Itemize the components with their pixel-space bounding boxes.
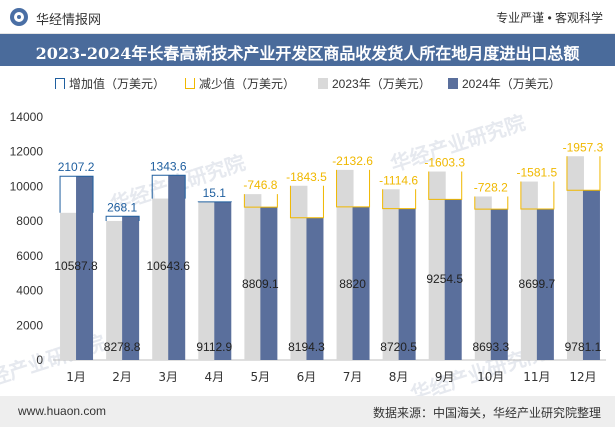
legend-label-decrease: 减少值（万美元） xyxy=(199,77,296,91)
legend-swatch-decrease xyxy=(185,78,195,89)
bar-2024 xyxy=(214,201,232,360)
bar-2023 xyxy=(152,198,170,360)
y-tick-label: 4000 xyxy=(16,284,43,298)
value-label-2024: 10643.6 xyxy=(147,259,191,273)
x-tick-label: 11月 xyxy=(523,370,550,384)
value-label-2024: 9781.1 xyxy=(565,340,602,354)
top-bar: 华经情报网 专业严谨 • 客观科学 xyxy=(0,0,615,34)
bar-2023 xyxy=(336,169,354,360)
bar-2023 xyxy=(60,212,78,360)
value-label-2024: 8720.5 xyxy=(380,340,417,354)
bar-2024 xyxy=(582,190,600,360)
x-tick-label: 7月 xyxy=(343,370,363,384)
bar-2023 xyxy=(244,194,262,360)
bar-2024 xyxy=(168,175,186,360)
change-label: -1603.3 xyxy=(424,156,465,170)
value-label-2024: 9112.9 xyxy=(196,340,232,354)
change-label: 2107.2 xyxy=(58,160,95,174)
x-tick-label: 5月 xyxy=(251,370,271,384)
bar-2024 xyxy=(260,207,278,360)
site-name: 华经情报网 xyxy=(36,12,102,27)
bar-2023 xyxy=(106,220,124,360)
chart-title: 2023-2024年长春高新技术产业开发区商品收发货人所在地月度进出口总额 xyxy=(35,44,580,63)
change-label: 268.1 xyxy=(107,200,137,214)
bar-2024 xyxy=(122,216,140,360)
bar-2024 xyxy=(352,206,370,360)
x-tick-label: 8月 xyxy=(389,370,409,384)
x-tick-label: 1月 xyxy=(66,370,86,384)
x-tick-label: 2月 xyxy=(112,370,132,384)
bar-2024 xyxy=(76,176,94,360)
x-tick-label: 10月 xyxy=(477,370,504,384)
y-tick-label: 10000 xyxy=(10,179,44,193)
y-tick-label: 12000 xyxy=(10,145,44,159)
y-tick-label: 14000 xyxy=(10,110,44,124)
bar-2023 xyxy=(428,171,446,360)
x-tick-label: 4月 xyxy=(204,370,224,384)
value-label-2024: 8194.3 xyxy=(288,340,325,354)
bar-2023 xyxy=(382,189,400,360)
change-label: -1957.3 xyxy=(563,140,604,154)
website-url[interactable]: www.huaon.com xyxy=(18,404,107,418)
x-tick-label: 12月 xyxy=(569,370,596,384)
x-tick-label: 3月 xyxy=(158,370,178,384)
value-label-2024: 8820 xyxy=(339,277,366,291)
decrease-marker xyxy=(428,171,463,200)
legend-label-2024: 2024年（万美元） xyxy=(462,77,561,91)
bar-2024 xyxy=(398,208,416,360)
decrease-marker xyxy=(289,185,324,219)
x-tick-label: 6月 xyxy=(297,370,317,384)
increase-marker xyxy=(151,174,186,199)
increase-marker xyxy=(105,215,140,221)
slogan: 专业严谨 • 客观科学 xyxy=(496,11,603,25)
change-label: -1843.5 xyxy=(286,170,327,184)
value-label-2024: 8699.7 xyxy=(519,277,556,291)
data-source: 数据来源：中国海关，华经产业研究院整理 xyxy=(372,406,601,420)
bar-2023 xyxy=(520,181,538,360)
y-tick-label: 0 xyxy=(36,353,43,367)
decrease-marker xyxy=(336,169,371,208)
change-label: -728.2 xyxy=(474,180,508,194)
decrease-marker xyxy=(520,181,555,210)
footer-bar: www.huaon.com 数据来源：中国海关，华经产业研究院整理 xyxy=(0,396,615,427)
bar-2023 xyxy=(290,185,308,360)
legend-swatch-increase xyxy=(55,78,65,89)
x-tick-label: 9月 xyxy=(435,370,455,384)
legend-label-2023: 2023年（万美元） xyxy=(332,77,431,91)
change-label: -2132.6 xyxy=(332,154,373,168)
legend-swatch-2023 xyxy=(318,78,328,89)
decrease-marker xyxy=(474,196,509,210)
y-tick-label: 8000 xyxy=(16,214,43,228)
bar-2023 xyxy=(198,202,216,360)
bar-2023 xyxy=(566,156,584,360)
title-bar: 2023-2024年长春高新技术产业开发区商品收发货人所在地月度进出口总额 xyxy=(0,34,615,66)
value-label-2024: 9254.5 xyxy=(426,272,463,286)
change-label: -1114.6 xyxy=(379,173,418,187)
change-label: 1343.6 xyxy=(150,159,187,173)
value-label-2024: 8693.3 xyxy=(472,340,509,354)
value-label-2024: 8809.1 xyxy=(242,277,279,291)
change-label: -746.8 xyxy=(243,178,277,192)
bar-2024 xyxy=(306,217,324,360)
decrease-marker xyxy=(382,189,417,210)
increase-marker xyxy=(59,175,94,213)
bar-2024 xyxy=(536,208,554,360)
huajing-logo-icon xyxy=(10,8,28,26)
decrease-marker xyxy=(566,156,601,191)
bar-2024 xyxy=(490,209,508,360)
y-tick-label: 6000 xyxy=(16,249,43,263)
legend-swatch-2024 xyxy=(448,78,458,89)
decrease-marker xyxy=(243,194,278,208)
change-label: 15.1 xyxy=(203,186,227,200)
value-label-2024: 8278.8 xyxy=(104,340,141,354)
y-tick-label: 2000 xyxy=(16,318,43,332)
legend-label-increase: 增加值（万美元） xyxy=(69,77,166,91)
bar-2023 xyxy=(474,196,492,360)
bar-2024 xyxy=(444,199,462,360)
change-label: -1581.5 xyxy=(517,166,558,180)
value-label-2024: 10587.8 xyxy=(54,259,98,273)
